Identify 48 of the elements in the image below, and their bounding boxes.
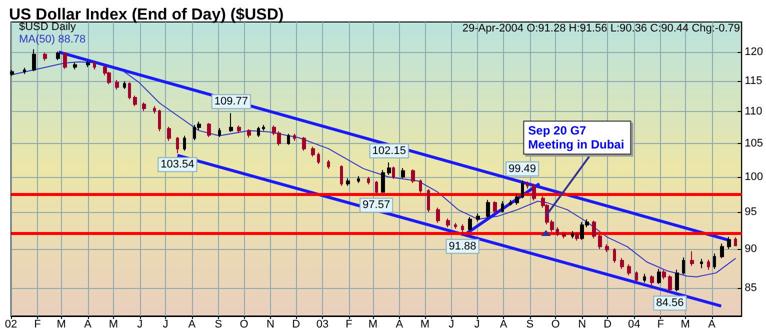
annotation: 84.56 [656,297,684,310]
x-tick-label: M [108,318,118,330]
annotation: 102.15 [372,144,406,157]
text: $USD Daily [19,21,76,33]
x-tick-label: J [474,318,480,330]
y-tick-label: 110 [744,106,762,118]
x-tick-label: A [500,318,508,330]
x-tick-label: A [708,318,716,330]
x-tick-label: A [188,318,196,330]
annotation: Sep 20 G7 Meeting in Dubai [528,124,624,152]
x-tick-label: O [551,318,560,330]
x-tick-label: J [448,318,454,330]
y-tick-label: 120 [744,46,764,58]
x-tick-label: N [578,318,586,330]
y-tick-label: 115 [744,75,762,88]
x-tick-label: S [214,318,222,330]
x-tick-label: M [420,318,430,330]
annotation: 99.49 [508,162,536,175]
x-tick-label: M [368,318,378,330]
x-tick-label: F [657,318,664,330]
series-label: MA(50) 88.78 [19,34,86,46]
x-tick-label: D [604,318,612,330]
x-tick-label: 04 [628,318,640,330]
y-tick-label: 85 [744,282,757,294]
x-tick-label: A [84,318,92,330]
x-tick-label: A [396,318,404,330]
x-tick-label: N [266,318,275,330]
chart-title: US Dollar Index (End of Day) ($USD) [9,6,284,24]
annotation: 29-Apr-2004 O:91.28 H:91.56 L:90.36 C:90.44 Chg:-0.79 [462,22,740,34]
y-tick-label: 105 [744,137,764,150]
x-tick-label: 02 [4,318,18,330]
x-tick-label: D [292,318,300,330]
annotation: 97.57 [362,199,390,212]
x-tick-label: M [56,318,66,330]
x-tick-label: M [680,318,690,330]
x-tick-label: 03 [316,318,329,330]
annotation: 109.77 [214,96,248,108]
x-tick-label: J [162,318,168,330]
annotation: 103.54 [160,158,194,171]
x-tick-label: J [137,318,143,330]
y-tick-label: 95 [744,206,757,218]
y-tick-label: 90 [744,242,757,255]
x-tick-label: O [240,318,249,330]
x-tick-label: F [346,318,353,330]
x-tick-label: S [526,318,534,330]
y-tick-label: 100 [744,170,764,183]
x-tick-label: F [34,318,42,330]
annotation: 91.88 [448,240,476,252]
